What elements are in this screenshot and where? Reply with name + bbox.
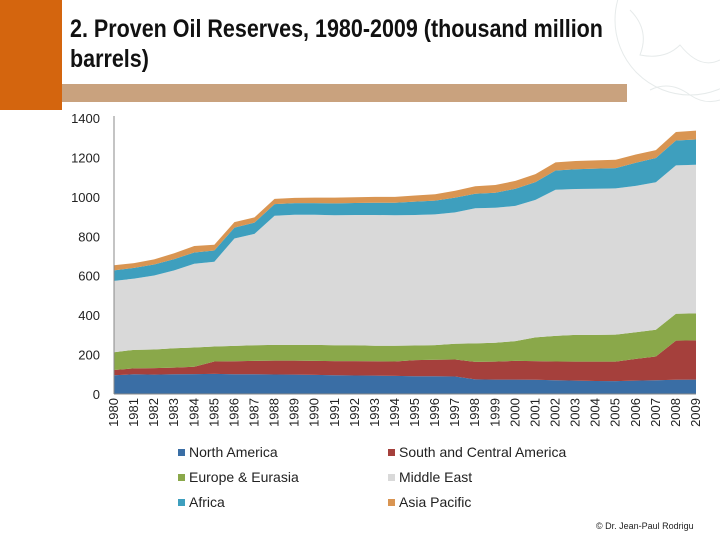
area-series-europe-eurasia <box>114 313 696 370</box>
x-tick-label: 1988 <box>267 398 282 427</box>
chart-legend: North America South and Central America Eu… <box>178 443 618 511</box>
legend-swatch <box>388 498 395 506</box>
x-tick-label: 1994 <box>387 398 402 427</box>
credit-text: © Dr. Jean-Paul Rodrigu <box>596 521 694 531</box>
x-tick-label: 1996 <box>427 398 442 427</box>
x-tick-label: 1983 <box>166 398 181 427</box>
area-series-middle-east <box>114 164 696 353</box>
title-line-1: 2. Proven Oil Reserves, 1980-2009 (thous… <box>70 15 603 43</box>
legend-label: Africa <box>189 494 225 510</box>
x-tick-label: 1997 <box>447 398 462 427</box>
area-series-asia-pacific <box>114 130 696 271</box>
legend-label: Asia Pacific <box>399 494 472 510</box>
y-tick-label: 400 <box>78 308 100 323</box>
x-tick-label: 1992 <box>347 398 362 427</box>
y-tick-label: 800 <box>78 229 100 244</box>
x-tick-label: 1987 <box>246 398 261 427</box>
x-tick-label: 1991 <box>327 398 342 427</box>
x-tick-label: 2006 <box>628 398 643 427</box>
legend-label: North America <box>189 444 278 460</box>
legend-item: Europe & Eurasia <box>178 468 388 486</box>
legend-swatch <box>178 448 185 456</box>
x-tick-label: 1993 <box>367 398 382 427</box>
legend-item: Africa <box>178 493 388 511</box>
x-tick-label: 1981 <box>126 398 141 427</box>
legend-item: North America <box>178 443 388 461</box>
legend-label: South and Central America <box>399 444 567 460</box>
x-tick-label: 2008 <box>668 398 683 427</box>
x-tick-label: 2002 <box>548 398 563 427</box>
title-line-2: barrels) <box>70 45 149 73</box>
x-tick-label: 1995 <box>407 398 422 427</box>
area-series-africa <box>114 139 696 281</box>
x-tick-label: 1980 <box>106 398 121 427</box>
x-tick-label: 2009 <box>688 398 703 427</box>
area-series-north-america <box>114 373 696 394</box>
legend-item: Asia Pacific <box>388 493 618 511</box>
accent-block <box>0 0 62 110</box>
legend-swatch <box>178 498 185 506</box>
x-tick-label: 2003 <box>568 398 583 427</box>
page-title: 2. Proven Oil Reserves, 1980-2009 (thous… <box>70 14 603 74</box>
legend-label: Middle East <box>399 469 473 485</box>
y-tick-label: 1000 <box>71 190 100 205</box>
x-tick-label: 1982 <box>146 398 161 427</box>
x-tick-label: 1998 <box>467 398 482 427</box>
y-tick-label: 600 <box>78 269 100 284</box>
globe-decoration-icon <box>614 0 720 103</box>
legend-item: Middle East <box>388 468 618 486</box>
legend-swatch <box>388 448 395 456</box>
x-tick-label: 1999 <box>487 398 502 427</box>
x-tick-label: 2000 <box>507 398 522 427</box>
x-tick-label: 1985 <box>206 398 221 427</box>
x-tick-label: 1986 <box>226 398 241 427</box>
legend-swatch <box>178 473 185 481</box>
y-tick-label: 1400 <box>71 111 100 126</box>
x-tick-label: 1989 <box>287 398 302 427</box>
title-underline-bar <box>62 84 627 102</box>
legend-label: Europe & Eurasia <box>189 469 299 485</box>
y-tick-label: 200 <box>78 348 100 363</box>
y-tick-label: 1200 <box>71 150 100 165</box>
x-tick-label: 2005 <box>608 398 623 427</box>
y-tick-label: 0 <box>93 387 100 402</box>
x-tick-label: 2007 <box>648 398 663 427</box>
x-tick-label: 1990 <box>307 398 322 427</box>
legend-swatch <box>388 473 395 481</box>
x-tick-label: 1984 <box>186 398 201 427</box>
x-tick-label: 2004 <box>588 398 603 427</box>
x-tick-label: 2001 <box>527 398 542 427</box>
legend-item: South and Central America <box>388 443 618 461</box>
